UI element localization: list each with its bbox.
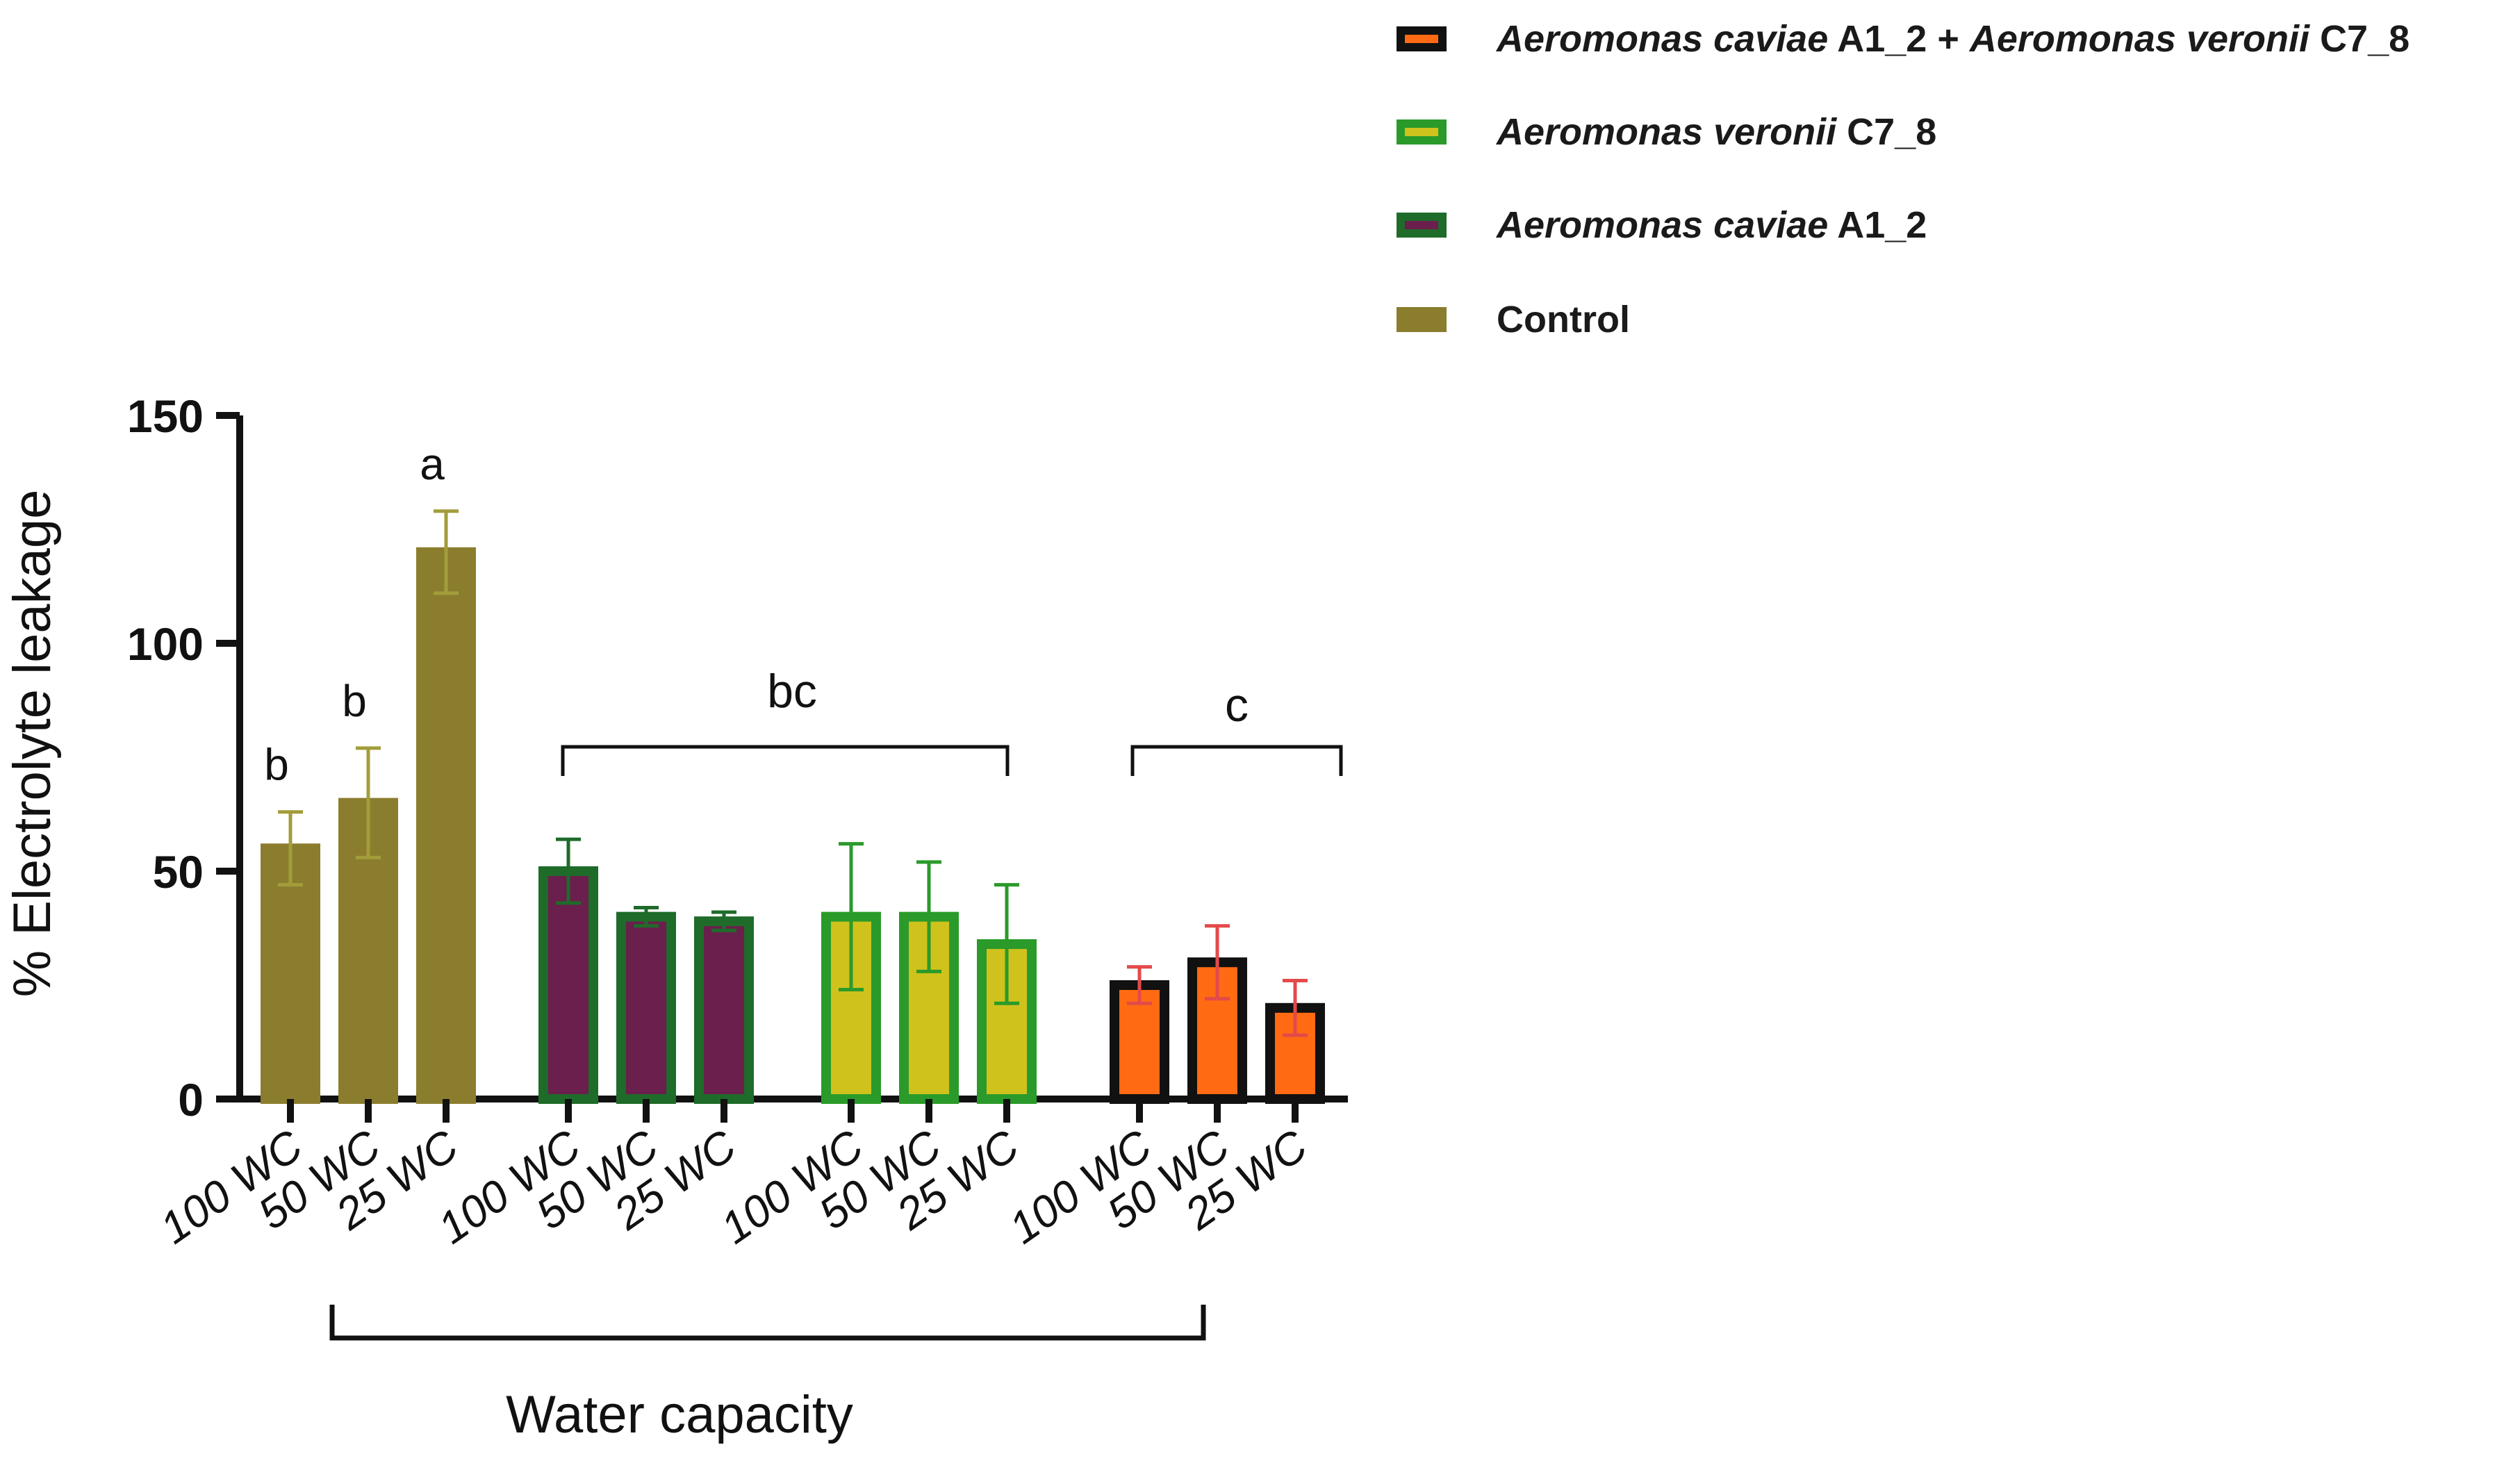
- legend-item-caviae: Aeromonas caviae A1_2: [1397, 197, 1927, 253]
- legend-label-control: Control: [1497, 299, 1630, 340]
- significance-bracket: [561, 745, 1010, 776]
- water-capacity-bracket: [329, 1305, 1206, 1341]
- legend-item-control: Control: [1397, 292, 1630, 347]
- significance-letter: b: [264, 740, 289, 790]
- legend-swatch-control: [1397, 307, 1447, 332]
- y-axis-label: % Electrolyte leakage: [3, 490, 62, 998]
- significance-bracket: [1130, 745, 1343, 776]
- legend-label-veronii: Aeromonas veronii C7_8: [1497, 111, 1937, 153]
- legend-item-veronii: Aeromonas veronii C7_8: [1397, 104, 1936, 160]
- y-tick-label: 100: [127, 618, 204, 670]
- legend-label-combined: Aeromonas caviae A1_2 + Aeromonas veroni…: [1497, 18, 2410, 60]
- bar: [694, 916, 754, 1105]
- bar: [616, 911, 676, 1104]
- bar: [416, 547, 476, 1104]
- y-tick-label: 150: [127, 390, 204, 442]
- bars: [261, 509, 1325, 1105]
- bar: [538, 866, 598, 1104]
- significance-letter: b: [342, 676, 367, 726]
- bracket-label: bc: [767, 665, 817, 718]
- bracket-label: c: [1225, 679, 1249, 732]
- legend-swatch-veronii: [1397, 119, 1447, 144]
- x-axis-label: Water capacity: [506, 1385, 853, 1444]
- legend-swatch-caviae: [1397, 213, 1447, 238]
- significance-letter: a: [420, 439, 445, 489]
- y-tick-label: 0: [178, 1074, 204, 1125]
- legend-swatch-combined: [1397, 26, 1447, 51]
- legend-label-caviae: Aeromonas caviae A1_2: [1497, 204, 1927, 246]
- annotations: b b a bc c: [264, 439, 1343, 1341]
- legend-item-combined: Aeromonas caviae A1_2 + Aeromonas veroni…: [1397, 11, 2410, 67]
- y-tick-label: 50: [153, 846, 204, 898]
